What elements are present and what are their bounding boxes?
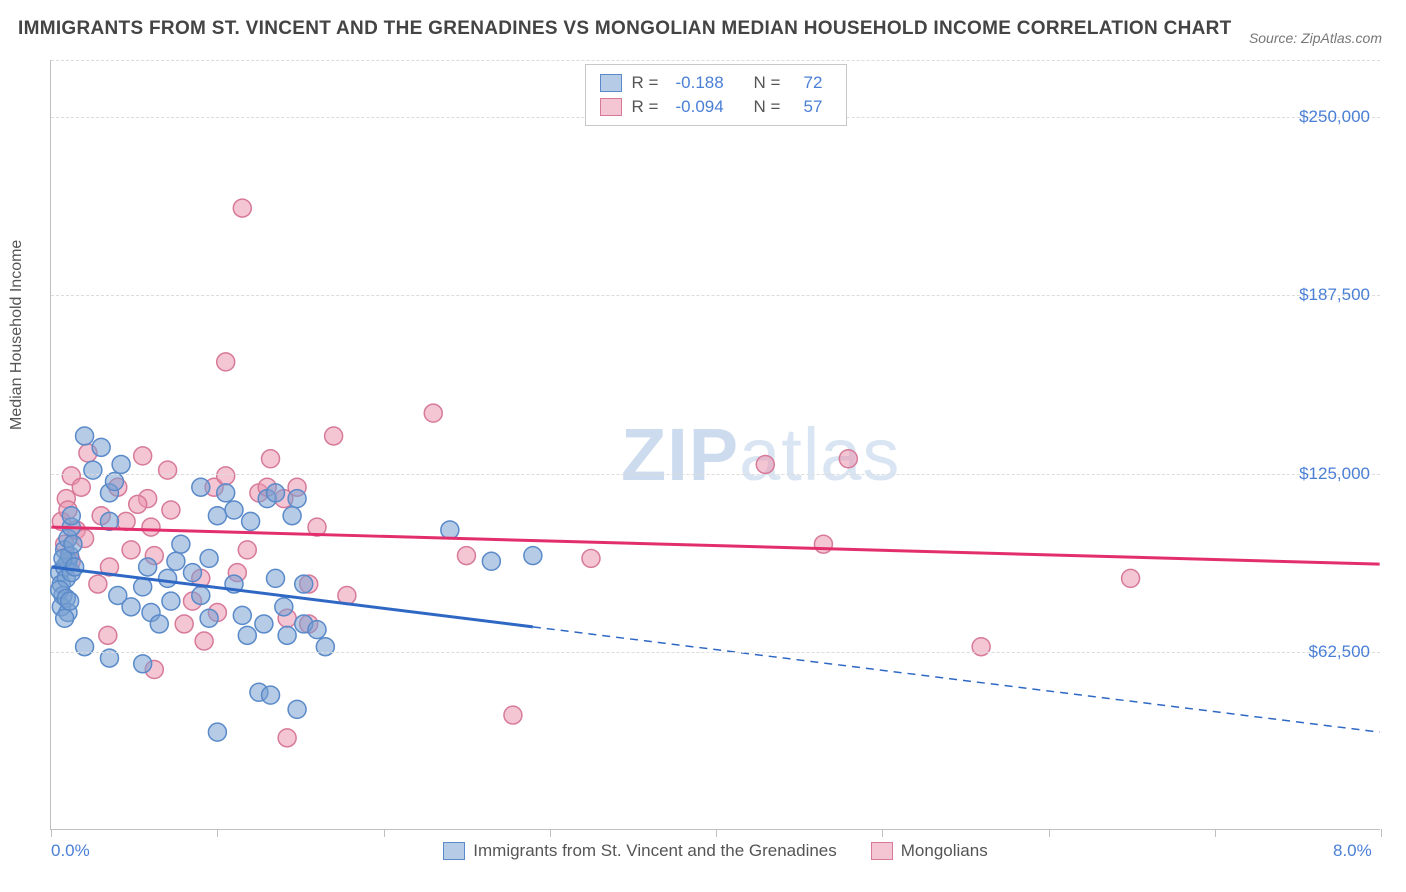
plot-area: ZIPatlas R = -0.188 N = 72 R = -0.094 N …: [50, 60, 1380, 830]
series-legend-item: Immigrants from St. Vincent and the Gren…: [443, 841, 836, 861]
x-tick: [882, 829, 883, 837]
r-label: R =: [632, 97, 666, 117]
y-tick-label: $187,500: [1250, 285, 1370, 305]
x-tick: [550, 829, 551, 837]
chart-container: IMMIGRANTS FROM ST. VINCENT AND THE GREN…: [0, 0, 1406, 892]
series-a-label: Immigrants from St. Vincent and the Gren…: [473, 841, 836, 861]
n-label: N =: [754, 73, 794, 93]
x-tick: [1381, 829, 1382, 837]
correlation-legend-row: R = -0.188 N = 72: [600, 71, 832, 95]
n-label: N =: [754, 97, 794, 117]
series-legend: Immigrants from St. Vincent and the Gren…: [51, 841, 1380, 861]
gridline: [51, 60, 1380, 61]
y-tick-label: $250,000: [1250, 107, 1370, 127]
r-label: R =: [632, 73, 666, 93]
y-tick-label: $125,000: [1250, 464, 1370, 484]
plot-svg: [51, 60, 1380, 829]
r-value-a: -0.188: [676, 73, 744, 93]
x-tick: [1215, 829, 1216, 837]
gridline: [51, 474, 1380, 475]
legend-swatch-a: [443, 842, 465, 860]
legend-swatch-b: [600, 98, 622, 116]
x-tick-label: 8.0%: [1333, 841, 1372, 861]
legend-swatch-b: [871, 842, 893, 860]
series-b-label: Mongolians: [901, 841, 988, 861]
y-tick-label: $62,500: [1250, 642, 1370, 662]
x-tick: [217, 829, 218, 837]
chart-title: IMMIGRANTS FROM ST. VINCENT AND THE GREN…: [18, 18, 1232, 40]
x-tick: [1049, 829, 1050, 837]
correlation-legend-row: R = -0.094 N = 57: [600, 95, 832, 119]
x-tick: [716, 829, 717, 837]
series-legend-item: Mongolians: [871, 841, 988, 861]
r-value-b: -0.094: [676, 97, 744, 117]
gridline: [51, 652, 1380, 653]
n-value-a: 72: [804, 73, 832, 93]
x-tick-label: 0.0%: [51, 841, 90, 861]
y-axis-label: Median Household Income: [8, 240, 26, 430]
correlation-legend: R = -0.188 N = 72 R = -0.094 N = 57: [585, 64, 847, 126]
source-label: Source: ZipAtlas.com: [1249, 30, 1382, 46]
legend-swatch-a: [600, 74, 622, 92]
gridline: [51, 295, 1380, 296]
n-value-b: 57: [804, 97, 832, 117]
x-tick: [51, 829, 52, 837]
x-tick: [384, 829, 385, 837]
